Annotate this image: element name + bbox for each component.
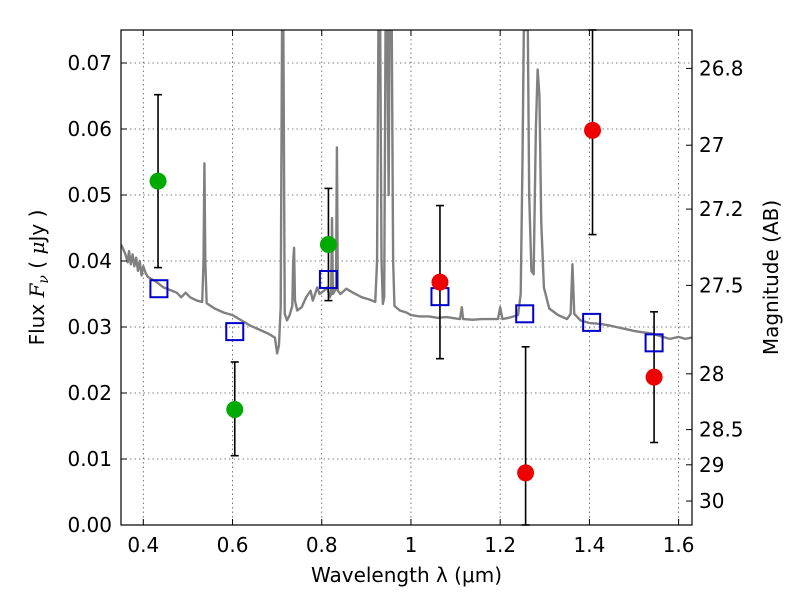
red-point bbox=[431, 273, 449, 291]
x-tick-label: 1.4 bbox=[573, 533, 605, 557]
y-axis-label-symbol: F bbox=[25, 282, 49, 298]
model-points bbox=[149, 269, 664, 353]
x-tick-label: 1.2 bbox=[484, 533, 516, 557]
model-square bbox=[149, 279, 169, 299]
y2-tick-label: 27.5 bbox=[699, 273, 744, 297]
y-axis-label-mu: μ bbox=[25, 242, 49, 255]
model-square bbox=[318, 269, 338, 289]
y-axis-label-subscript: ν bbox=[36, 275, 52, 284]
y2-axis-label: Magnitude (AB) bbox=[759, 200, 783, 355]
y-tick-label: 0.04 bbox=[67, 249, 112, 273]
y-tick-label: 0.06 bbox=[67, 117, 112, 141]
y2-tick-label: 28.5 bbox=[699, 418, 744, 442]
y-tick-label: 0.05 bbox=[67, 183, 112, 207]
y2-tick-label: 28 bbox=[699, 362, 724, 386]
x-tick-label: 0.8 bbox=[306, 533, 338, 557]
y-axis-label-pre: Flux bbox=[25, 297, 49, 345]
error-bars bbox=[154, 29, 659, 526]
model-square bbox=[225, 322, 245, 342]
spectrum-line bbox=[121, 30, 692, 355]
y2-tick-label: 27 bbox=[699, 133, 724, 157]
x-axis-label: Wavelength λ (μm) bbox=[311, 563, 502, 587]
spectrum bbox=[121, 30, 692, 355]
model-square bbox=[644, 333, 664, 353]
red-point bbox=[584, 121, 602, 139]
y2-tick-label: 30 bbox=[699, 489, 724, 513]
y-axis-label-post: ( bbox=[25, 255, 49, 276]
plot-frame bbox=[120, 29, 693, 526]
model-square bbox=[582, 312, 602, 332]
grid bbox=[121, 30, 692, 525]
y2-tick-label: 29 bbox=[699, 453, 724, 477]
y-tick-label: 0.00 bbox=[67, 513, 112, 537]
red-point bbox=[645, 368, 663, 386]
green-point bbox=[226, 401, 244, 418]
x-tick-label: 0.4 bbox=[127, 533, 159, 557]
y-axis-label-unit: Jy ) bbox=[25, 210, 49, 244]
model-square bbox=[515, 304, 535, 324]
y2-tick-label: 27.2 bbox=[699, 197, 744, 221]
green-point bbox=[149, 172, 167, 190]
red-point bbox=[517, 464, 535, 482]
y2-tick-label: 26.8 bbox=[699, 56, 744, 80]
photometry-points bbox=[149, 121, 663, 482]
axis-ticks: 0.4 0.6 0.8 1 1.2 1.4 1.6 0.00 0.01 0.02 0.03 0.04 0… bbox=[67, 30, 744, 557]
y-tick-label: 0.02 bbox=[67, 381, 112, 405]
y-tick-label: 0.01 bbox=[67, 447, 112, 471]
y-axis-label: Flux Fν ( μJy ) bbox=[25, 210, 52, 346]
x-tick-label: 1.6 bbox=[663, 533, 695, 557]
green-point bbox=[319, 236, 337, 253]
y-tick-label: 0.07 bbox=[67, 51, 112, 75]
x-tick-label: 1 bbox=[405, 533, 418, 557]
y-tick-label: 0.03 bbox=[67, 315, 112, 339]
x-tick-label: 0.6 bbox=[217, 533, 249, 557]
